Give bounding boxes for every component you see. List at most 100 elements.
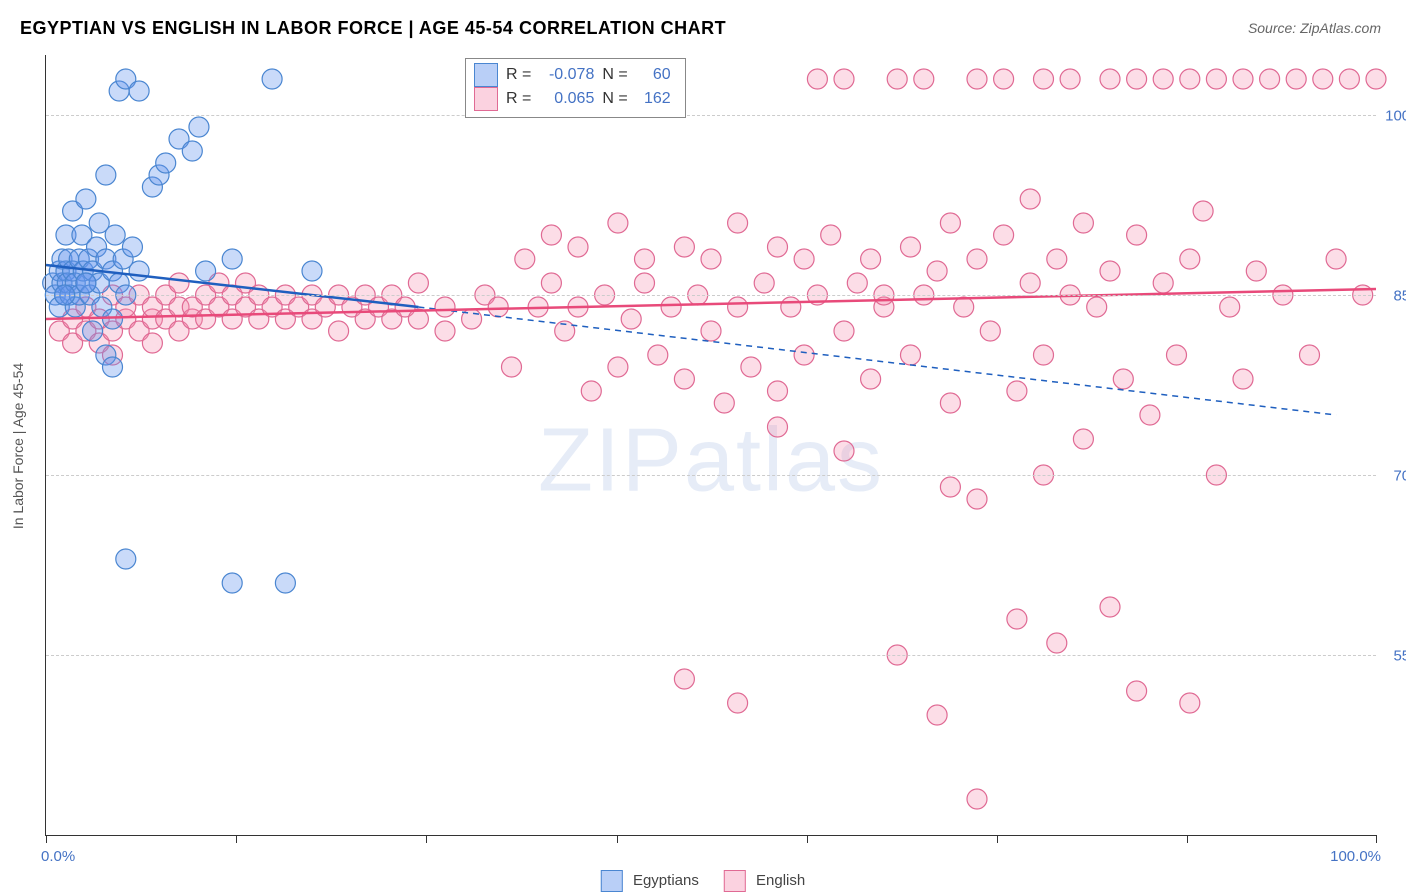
scatter-point (1100, 597, 1120, 617)
scatter-point (156, 153, 176, 173)
scatter-point (608, 357, 628, 377)
scatter-plot-svg (46, 55, 1376, 835)
scatter-point (980, 321, 1000, 341)
r-label: R = (506, 88, 531, 110)
r-label: R = (506, 64, 531, 86)
swatch-english-icon (474, 87, 498, 111)
series-legend: Egyptians English (601, 870, 805, 892)
scatter-point (1100, 69, 1120, 89)
scatter-point (581, 381, 601, 401)
y-tick-label: 85.0% (1381, 288, 1406, 305)
scatter-point (1020, 273, 1040, 293)
scatter-point (994, 225, 1014, 245)
n-value: 162 (636, 88, 671, 110)
scatter-point (1339, 69, 1359, 89)
r-value: -0.078 (539, 64, 594, 86)
scatter-point (1034, 345, 1054, 365)
scatter-point (1020, 189, 1040, 209)
scatter-point (1127, 69, 1147, 89)
scatter-point (927, 261, 947, 281)
scatter-point (275, 573, 295, 593)
scatter-point (741, 357, 761, 377)
scatter-point (76, 189, 96, 209)
scatter-point (302, 261, 322, 281)
scatter-point (861, 369, 881, 389)
scatter-point (122, 237, 142, 257)
scatter-point (435, 321, 455, 341)
x-tick (46, 835, 47, 843)
scatter-point (768, 381, 788, 401)
scatter-point (129, 81, 149, 101)
chart-container: EGYPTIAN VS ENGLISH IN LABOR FORCE | AGE… (0, 0, 1406, 892)
scatter-point (1140, 405, 1160, 425)
scatter-point (1300, 345, 1320, 365)
y-axis-label: In Labor Force | Age 45-54 (10, 363, 26, 529)
scatter-point (967, 789, 987, 809)
scatter-point (568, 237, 588, 257)
scatter-point (1127, 681, 1147, 701)
scatter-point (1113, 369, 1133, 389)
scatter-point (1127, 225, 1147, 245)
scatter-point (728, 297, 748, 317)
scatter-point (488, 297, 508, 317)
y-tick-label: 55.0% (1381, 648, 1406, 665)
scatter-point (1007, 609, 1027, 629)
scatter-point (1246, 261, 1266, 281)
scatter-point (1260, 69, 1280, 89)
scatter-point (515, 249, 535, 269)
scatter-point (967, 489, 987, 509)
scatter-point (1193, 201, 1213, 221)
scatter-point (1206, 69, 1226, 89)
scatter-point (834, 69, 854, 89)
gridline: 55.0% (46, 655, 1376, 656)
scatter-point (1233, 69, 1253, 89)
scatter-point (901, 237, 921, 257)
scatter-point (635, 249, 655, 269)
scatter-point (329, 321, 349, 341)
scatter-point (1153, 273, 1173, 293)
scatter-point (196, 261, 216, 281)
n-label: N = (602, 64, 627, 86)
scatter-point (1007, 381, 1027, 401)
scatter-point (1233, 369, 1253, 389)
scatter-point (103, 309, 123, 329)
gridline: 70.0% (46, 475, 1376, 476)
scatter-point (1326, 249, 1346, 269)
scatter-point (954, 297, 974, 317)
scatter-point (661, 297, 681, 317)
x-tick (997, 835, 998, 843)
scatter-point (262, 69, 282, 89)
swatch-english-icon (724, 870, 746, 892)
scatter-point (967, 69, 987, 89)
scatter-point (940, 477, 960, 497)
scatter-point (502, 357, 522, 377)
scatter-point (635, 273, 655, 293)
scatter-point (834, 441, 854, 461)
scatter-point (768, 237, 788, 257)
x-min-label: 0.0% (41, 848, 75, 865)
n-value: 60 (636, 64, 671, 86)
x-tick (617, 835, 618, 843)
scatter-point (621, 309, 641, 329)
scatter-point (1286, 69, 1306, 89)
y-tick-label: 100.0% (1381, 108, 1406, 125)
scatter-point (608, 213, 628, 233)
legend-item-egyptians: Egyptians (601, 870, 699, 892)
scatter-point (768, 417, 788, 437)
scatter-point (169, 273, 189, 293)
scatter-point (847, 273, 867, 293)
swatch-egyptians-icon (474, 63, 498, 87)
legend-row-english: R = 0.065 N = 162 (474, 87, 671, 111)
x-tick (236, 835, 237, 843)
x-tick (1187, 835, 1188, 843)
scatter-point (927, 705, 947, 725)
scatter-point (901, 345, 921, 365)
swatch-egyptians-icon (601, 870, 623, 892)
gridline: 100.0% (46, 115, 1376, 116)
scatter-point (1220, 297, 1240, 317)
scatter-point (76, 273, 96, 293)
scatter-point (728, 213, 748, 233)
scatter-point (1087, 297, 1107, 317)
scatter-point (116, 549, 136, 569)
scatter-point (1180, 69, 1200, 89)
